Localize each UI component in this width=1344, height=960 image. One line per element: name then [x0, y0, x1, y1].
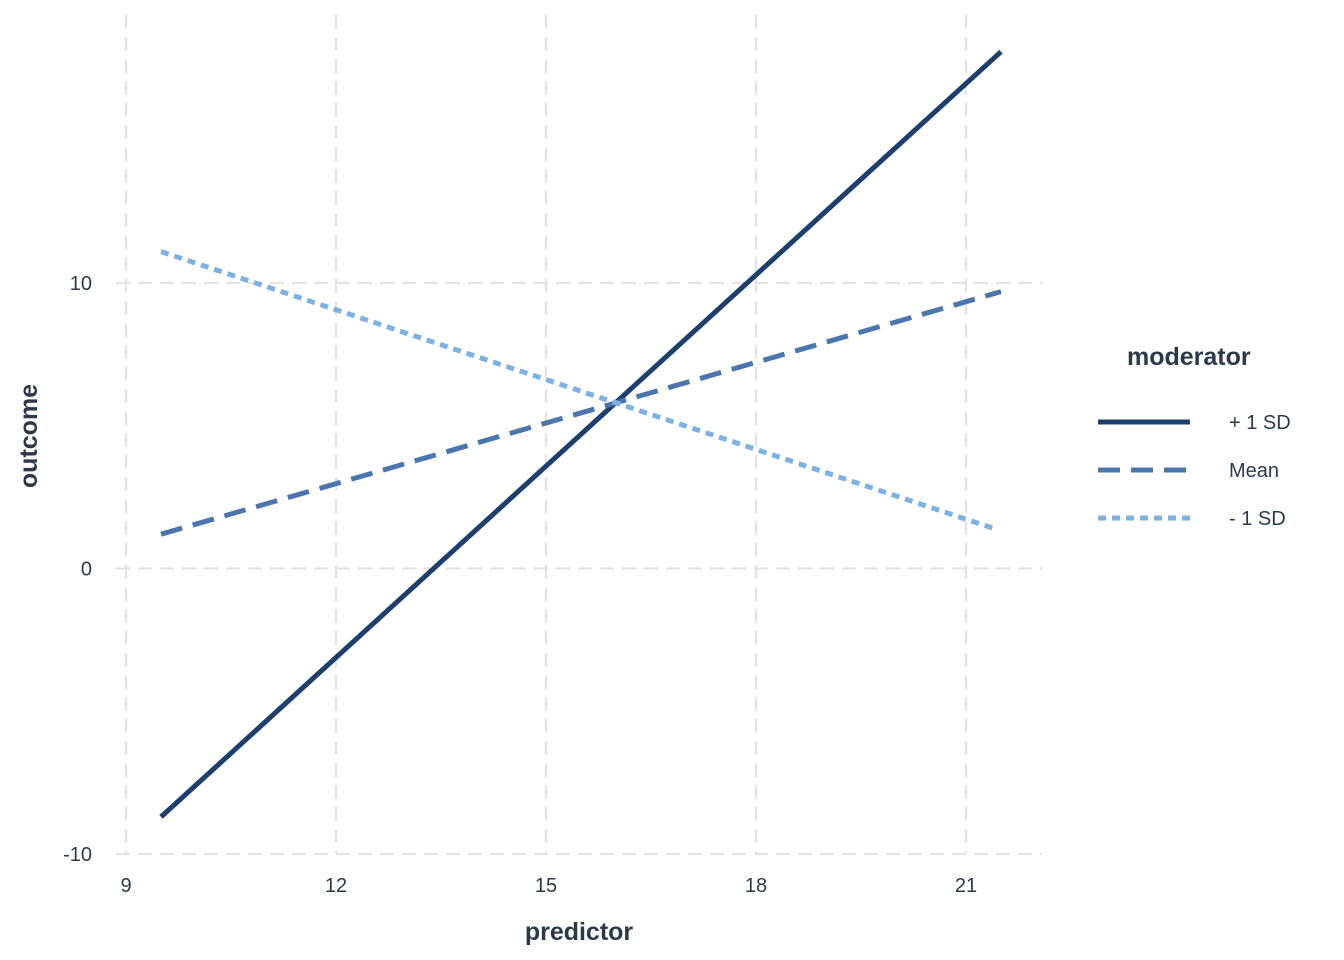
y-tick-label: 0 [81, 559, 92, 581]
legend: moderator + 1 SD Mean - 1 SD [1098, 343, 1291, 530]
grid [116, 15, 1042, 856]
x-tick-label: 12 [325, 875, 347, 897]
legend-title: moderator [1127, 343, 1251, 371]
x-tick-label: 18 [745, 875, 767, 897]
legend-label: Mean [1229, 460, 1279, 482]
y-tick-label: 10 [70, 273, 92, 295]
tick-labels: 9 12 15 18 21 -10 0 10 [63, 273, 977, 897]
legend-label: - 1 SD [1229, 508, 1286, 530]
x-axis-title: predictor [525, 918, 634, 946]
x-tick-label: 9 [120, 875, 131, 897]
y-axis-title: outcome [15, 384, 43, 488]
series-line [160, 249, 995, 531]
legend-items: + 1 SD Mean - 1 SD [1098, 412, 1291, 530]
x-tick-label: 15 [535, 875, 557, 897]
y-tick-label: -10 [63, 844, 92, 866]
x-tick-label: 21 [955, 875, 977, 897]
series-lines [159, 49, 1003, 819]
legend-label: + 1 SD [1229, 412, 1291, 434]
series-line [159, 49, 1003, 819]
series-line [160, 289, 1002, 537]
